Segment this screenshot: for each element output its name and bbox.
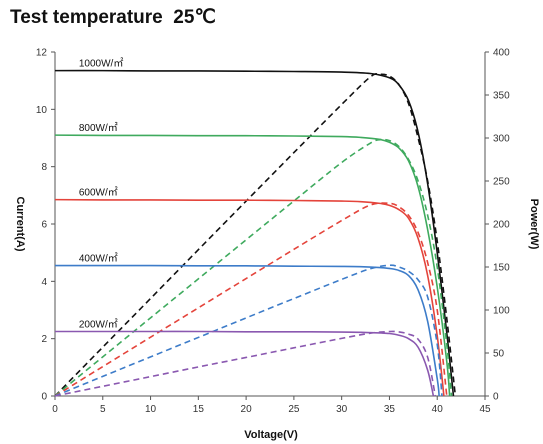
power-curve-1 [54,138,453,397]
x-tick-label: 35 [384,404,396,415]
right-tick-label: 0 [493,392,499,403]
right-tick-label: 150 [493,263,510,274]
x-tick-label: 5 [100,404,106,415]
series-label-3: 400W/㎡ [79,253,118,265]
right-tick-label: 250 [493,177,510,188]
right-axis-label: Power(W) [528,199,540,250]
series-label-4: 200W/㎡ [79,319,118,331]
current-curve-0 [54,69,455,397]
left-tick-label: 0 [41,392,47,403]
x-axis-label: Voltage(V) [244,429,298,441]
axes: 0 5 10 15 20 25 30 35 40 450246810120501001502002… [36,48,510,416]
right-tick-label: 100 [493,306,510,317]
right-tick-label: 300 [493,134,510,145]
x-tick-label: 40 [432,404,444,415]
series-label-1: 800W/㎡ [79,122,118,134]
series-labels: 1000W/㎡ 800W/㎡ 600W/㎡ 400W/㎡ 200W/㎡ [79,58,123,331]
power-curve-3 [54,264,443,397]
right-tick-label: 400 [493,48,510,59]
x-tick-label: 45 [479,404,491,415]
x-tick-label: 20 [241,404,253,415]
left-tick-label: 2 [41,334,47,345]
right-tick-label: 50 [493,349,505,360]
left-tick-label: 4 [41,277,47,288]
left-tick-label: 10 [36,105,48,116]
current-curve-1 [54,134,451,397]
series-label-2: 600W/㎡ [79,187,118,199]
left-axis-label: Current(A) [14,197,26,252]
left-tick-label: 6 [41,220,47,231]
x-tick-label: 25 [288,404,300,415]
x-tick-label: 10 [145,404,157,415]
power-curve-4 [54,330,437,397]
x-tick-label: 15 [193,404,205,415]
series-label-0: 1000W/㎡ [79,58,123,70]
x-tick-label: 30 [336,404,348,415]
right-tick-label: 350 [493,91,510,102]
series-layer [54,69,457,397]
power-curve-2 [54,202,448,397]
power-curve-0 [54,73,457,397]
current-curve-4 [55,330,435,397]
left-tick-label: 12 [36,48,48,59]
chart-title: Test temperature 25℃ [10,7,216,28]
x-tick-label: 0 [52,404,58,415]
current-curve-2 [54,198,445,397]
right-tick-label: 200 [493,220,510,231]
current-curve-3 [55,264,440,397]
left-tick-label: 8 [41,162,47,173]
